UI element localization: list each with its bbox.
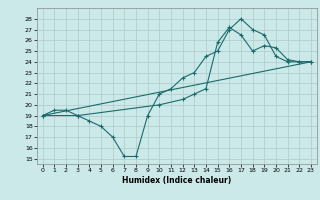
X-axis label: Humidex (Indice chaleur): Humidex (Indice chaleur) bbox=[122, 176, 231, 185]
